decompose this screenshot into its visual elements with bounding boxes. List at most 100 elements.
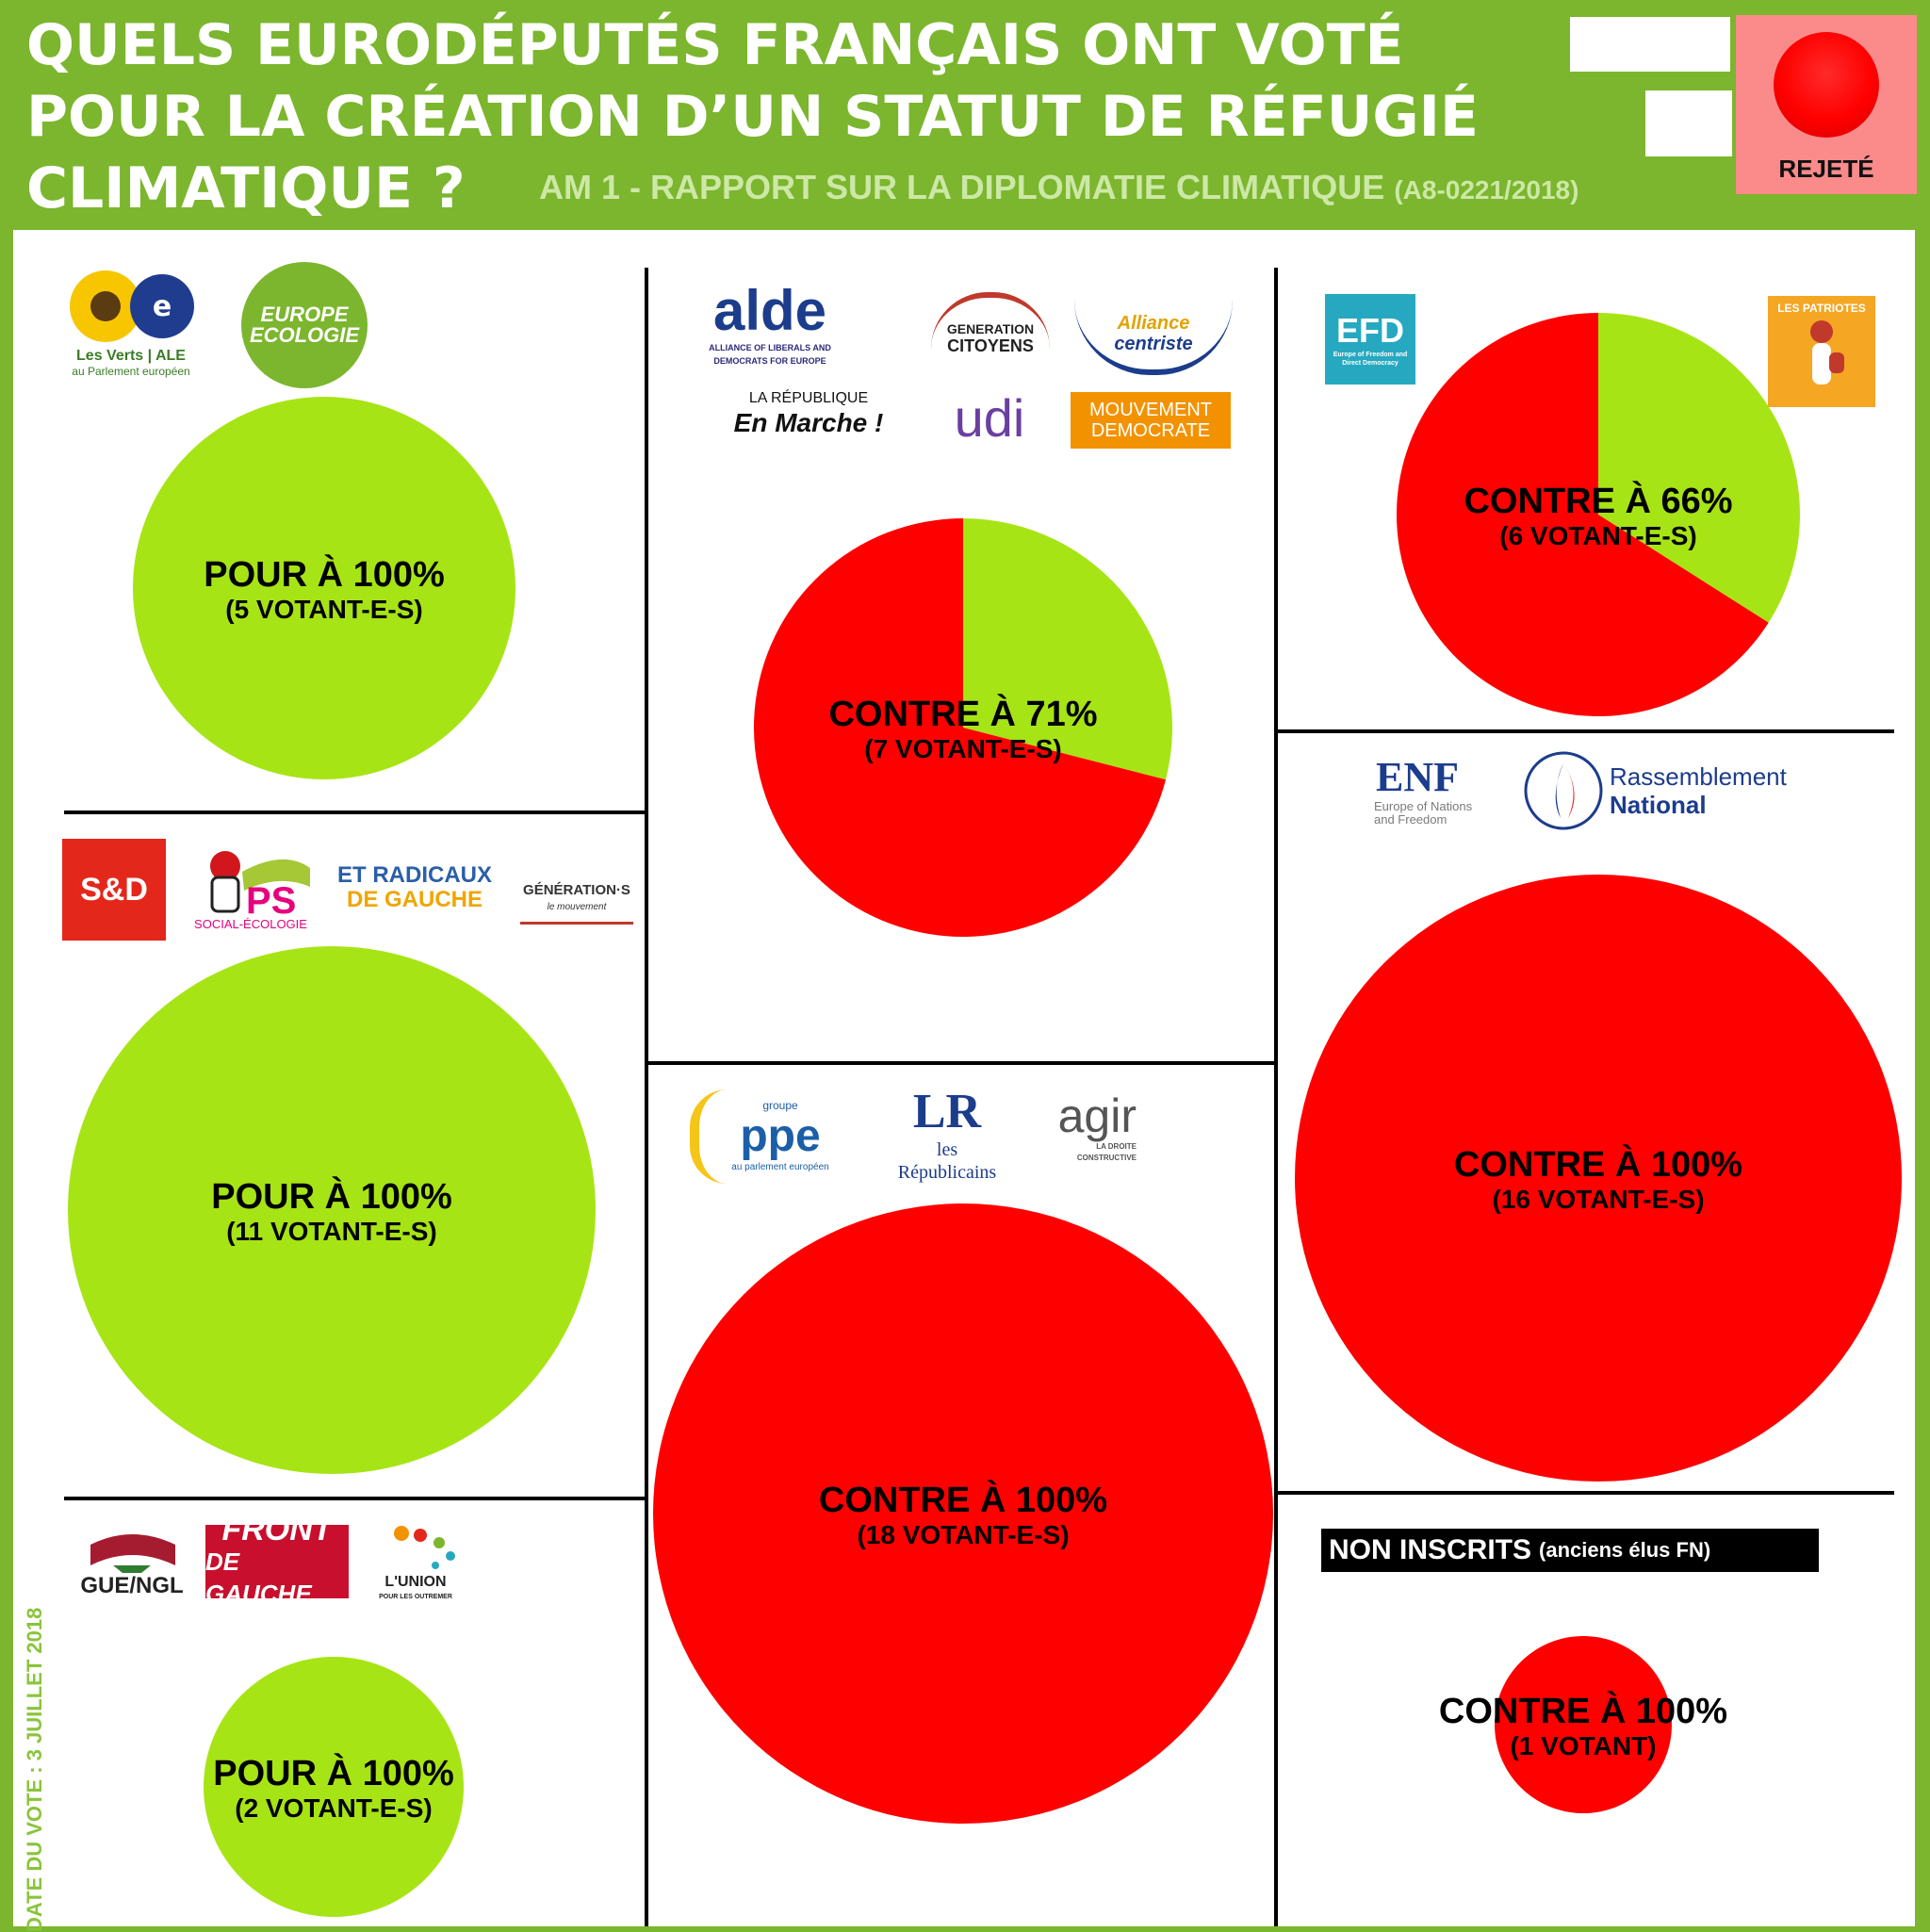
logo-agir-line-2: LA DROITE [1096,1142,1137,1151]
logo-fg-line-2: DE GAUCHE [205,1547,312,1598]
logo-rn-line-2: National [1610,791,1707,819]
svg-text:e: e [153,290,172,323]
logo-union-line-1: L'UNION [384,1574,447,1590]
logo-alde-line-2: ALLIANCE OF LIBERALS AND [709,343,831,352]
non-inscrits-note: (anciens élus FN) [1539,1538,1711,1562]
logo-union-outremer: L'UNION POUR LES OUTREMER [356,1512,475,1615]
title-backdrop-2 [1645,90,1732,156]
non-inscrits-label: NON INSCRITS (anciens élus FN) [1321,1529,1819,1572]
logo-ppe: groupe ppe au parlement européen [690,1089,861,1184]
logo-alde-line-1: alde [712,281,827,342]
status-dot-icon [1774,32,1879,138]
logo-rad-line-2: DE GAUCHE [346,887,482,912]
logo-lr-line-2: les [936,1139,958,1160]
logo-verts: e Les Verts | ALE au Parlement européen [58,264,204,383]
logo-enf-line-1: ENF [1376,754,1459,800]
logo-ppe-line-3: au parlement européen [731,1162,829,1172]
logo-alde-line-3: DEMOCRATS FOR EUROPE [713,356,826,366]
logo-radicaux: ET RADICAUX DE GAUCHE [332,860,498,916]
non-inscrits-title: NON INSCRITS [1329,1534,1532,1565]
logo-em-line-2: En Marche ! [733,408,884,437]
divider-right-1 [1276,729,1894,733]
logo-rn-line-1: Rassemblement [1610,762,1787,791]
logo-enf-line-3: and Freedom [1374,812,1448,827]
logo-enf: ENF Europe of Nations and Freedom [1329,752,1480,829]
logo-generation-citoyens: GENERATION CITOYENS [931,292,1050,377]
logo-patriotes-text: LES PATRIOTES [1777,302,1866,315]
subtitle-text: AM 1 - RAPPORT SUR LA DIPLOMATIE CLIMATI… [539,168,1385,206]
logo-efdd-line-1: EFD [1336,311,1404,350]
logo-generations: GÉNÉRATION·S le mouvement [520,876,633,925]
divider-right-2 [1276,1491,1894,1495]
logo-udi: udi [933,385,1046,450]
result-status-badge: REJETÉ [1736,15,1917,194]
title-line-2: POUR LA CRÉATION D’UN STATUT DE RÉFUGIÉ [26,84,1479,150]
logo-rn-text: Rassemblement National [1610,762,1787,819]
logo-alde: alde ALLIANCE OF LIBERALS AND DEMOCRATS … [671,281,869,368]
logo-verts-line-1: Les Verts | ALE [76,348,186,364]
content-area [13,230,1915,1926]
page-subtitle: AM 1 - RAPPORT SUR LA DIPLOMATIE CLIMATI… [539,168,1578,207]
logo-lr-line-3: Républicains [897,1162,997,1183]
logo-patriotes: LES PATRIOTES [1768,296,1875,407]
logo-udi-text: udi [954,387,1025,448]
divider-col-2 [1274,268,1278,1926]
logo-gue-text: GUE/NGL [80,1573,184,1598]
logo-union-line-2: POUR LES OUTREMER [379,1594,452,1600]
divider-left-2 [64,1497,646,1500]
logo-sd: S&D [62,839,166,941]
logo-sd-text: S&D [80,871,148,908]
logo-gen-line-1: GÉNÉRATION·S [523,882,630,898]
logo-ps-text: PS [246,880,296,917]
title-line-1: QUELS EURODÉPUTÉS FRANÇAIS ONT VOTÉ [26,12,1404,78]
logo-gen-line-2: le mouvement [547,902,607,912]
logo-agir-line-3: CONSTRUCTIVE [1076,1154,1137,1162]
vote-date-label: DATE DU VOTE : 3 JUILLET 2018 [23,1607,46,1932]
sunflower-icon: e [70,270,194,342]
logo-alliance-centriste: Alliance centriste [1074,298,1233,375]
logo-enf-line-2: Europe of Nations [1374,799,1473,813]
divider-left-1 [64,810,646,814]
logo-modem-line-2: DEMOCRATE [1090,420,1211,441]
page-title: QUELS EURODÉPUTÉS FRANÇAIS ONT VOTÉ POUR… [26,9,1479,224]
logo-en-marche: LA RÉPUBLIQUE En Marche ! [709,381,908,441]
gue-flag-icon [90,1534,175,1573]
status-label: REJETÉ [1778,155,1874,183]
subtitle-ref: (A8-0221/2018) [1394,175,1579,205]
logo-modem: MOUVEMENT DEMOCRATE [1071,392,1231,449]
divider-col-1 [645,268,648,1926]
logo-gue: GUE/NGL [66,1527,198,1600]
logo-ps: PS SOCIAL-ÉCOLOGIE [185,837,317,942]
logo-em-line-1: LA RÉPUBLIQUE [748,390,869,406]
flame-icon [1524,751,1603,830]
logo-ee-line-2: ECOLOGIE [249,323,360,347]
title-line-3: CLIMATIQUE ? [26,156,466,221]
logo-gc-line-1: GENERATION [946,321,1035,336]
divider-mid [646,1061,1276,1065]
logo-ps-line-2: SOCIAL-ÉCOLOGIE [194,916,307,931]
rose-fist-icon: PS [210,850,310,917]
logo-efdd-line-2: Europe of Freedom and Direct Democracy [1333,352,1408,367]
logo-agir: agir LA DROITE CONSTRUCTIVE [1010,1091,1137,1163]
logo-efdd: EFD Europe of Freedom and Direct Democra… [1325,294,1415,385]
title-backdrop-1 [1570,17,1730,72]
logo-agir-line-1: agir [1057,1091,1137,1142]
logo-rn: Rassemblement National [1523,750,1791,831]
logo-ac-line-1: Alliance [1117,313,1190,334]
logo-ppe-line-1: groupe [762,1099,798,1112]
logo-gc-line-2: CITOYENS [947,336,1034,355]
logo-lr-line-1: LR [912,1085,982,1138]
logo-modem-line-1: MOUVEMENT [1089,400,1212,420]
marianne-icon [1810,320,1844,385]
logo-europe-ecologie: EUROPE ECOLOGIE [241,262,368,388]
logo-fg-line-1: FRONT [221,1525,333,1547]
logo-rad-line-1: ET RADICAUX [336,862,492,888]
logo-verts-line-2: au Parlement européen [72,365,190,378]
logo-ac-line-2: centriste [1114,334,1193,354]
logo-republicains: LR les Républicains [882,1084,1012,1186]
logo-ee-line-1: EUROPE [260,303,349,326]
logo-front-gauche: FRONT DE GAUCHE [205,1525,349,1598]
islands-icon [394,1526,455,1569]
logo-ppe-line-2: ppe [740,1111,821,1161]
